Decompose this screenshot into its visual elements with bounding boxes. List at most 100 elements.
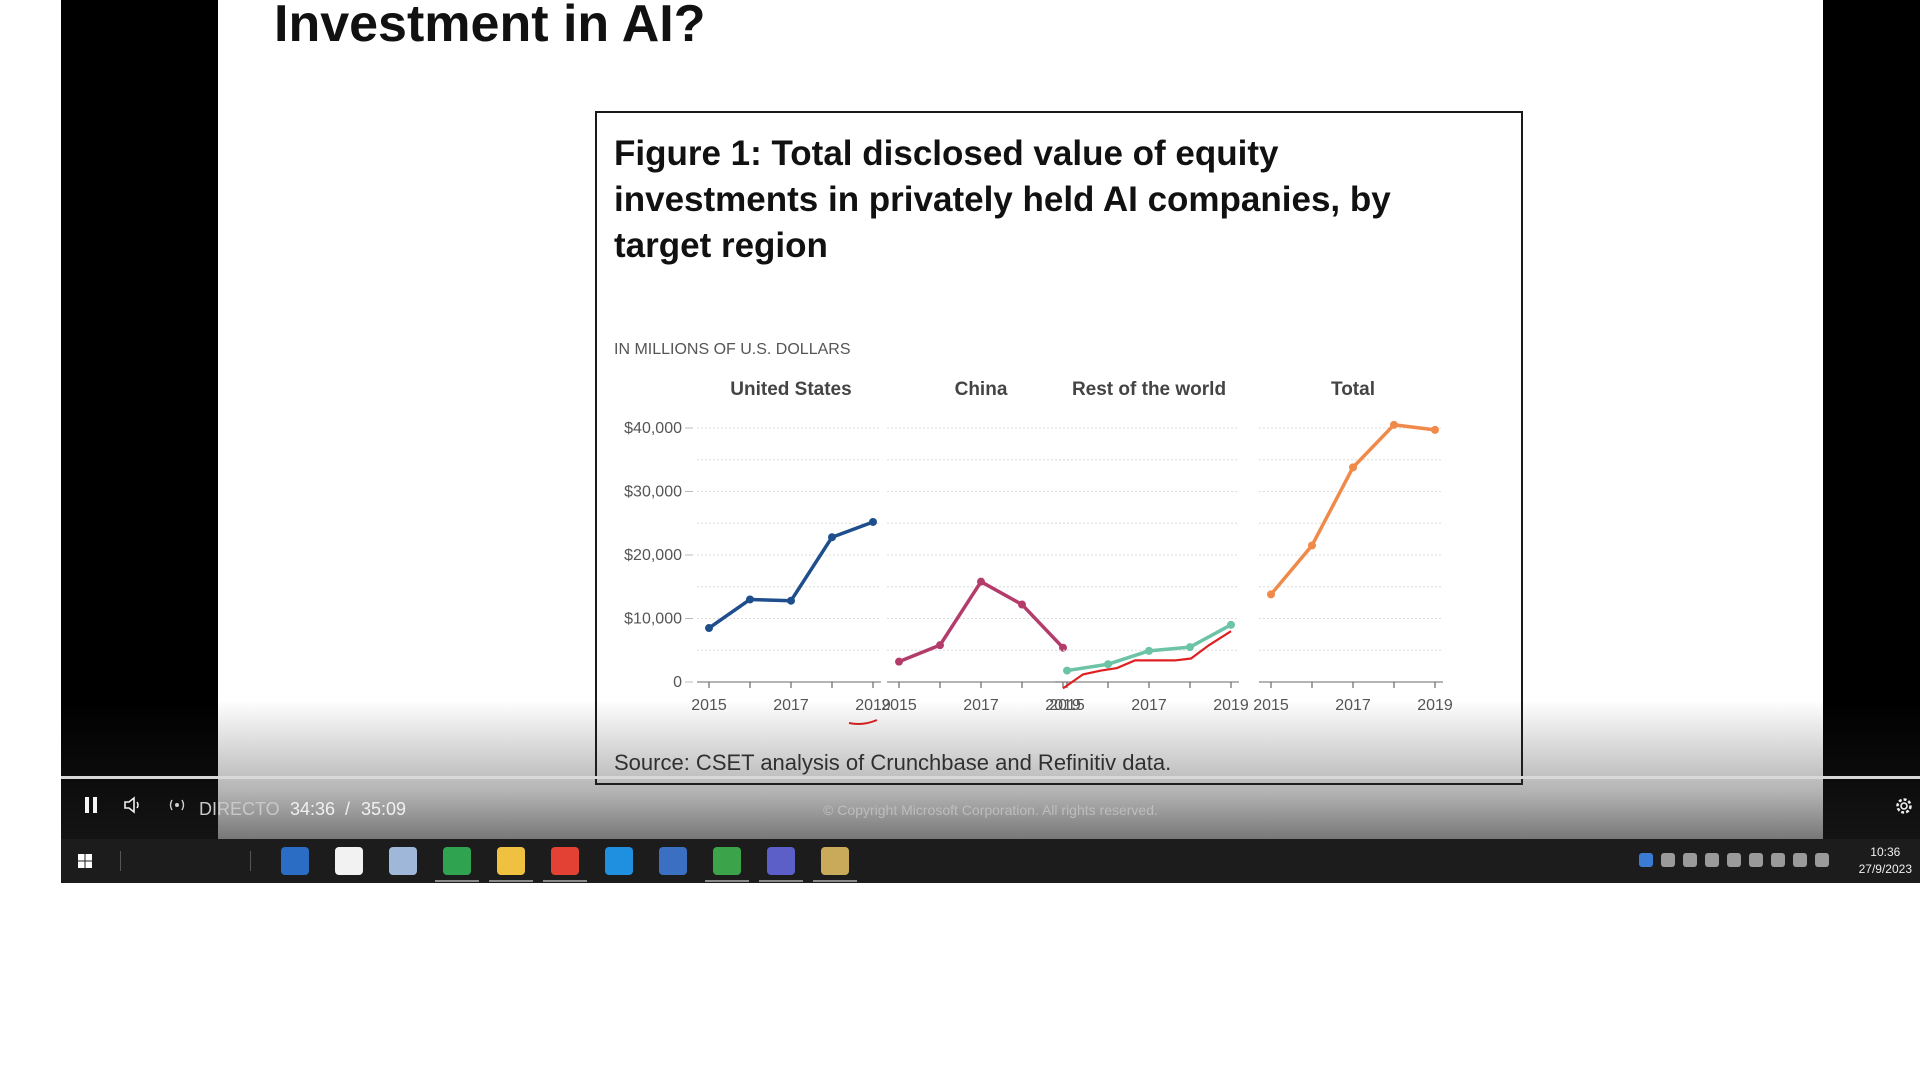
broadcast-icon xyxy=(169,799,185,811)
chart-subtitle: IN MILLIONS OF U.S. DOLLARS xyxy=(614,341,851,358)
speaker-icon[interactable] xyxy=(1683,853,1697,867)
chrome-icon[interactable] xyxy=(551,847,579,875)
x-tick-label: 2015 xyxy=(1049,697,1085,714)
teams-tray-icon[interactable] xyxy=(1749,853,1763,867)
running-indicator xyxy=(543,880,587,882)
data-point xyxy=(1059,643,1067,652)
data-point xyxy=(828,533,836,542)
y-tick-label: $10,000 xyxy=(624,611,682,628)
volume-icon xyxy=(124,796,139,814)
x-tick-label: 2015 xyxy=(691,697,727,714)
panel-title: Rest of the world xyxy=(1072,379,1226,400)
remote-desktop-icon[interactable] xyxy=(659,847,687,875)
data-point xyxy=(1145,646,1153,655)
data-point xyxy=(1431,425,1439,434)
figure-title: Figure 1: Total disclosed value of equit… xyxy=(614,134,1391,265)
current-time: 34:36 xyxy=(290,799,336,819)
series-line-total xyxy=(1269,423,1436,596)
shield-icon[interactable] xyxy=(1793,853,1807,867)
data-point xyxy=(1104,660,1112,669)
figure-source: Source: CSET analysis of Crunchbase and … xyxy=(614,750,1172,775)
editor-icon[interactable] xyxy=(713,847,741,875)
windows-icon xyxy=(78,854,92,868)
file-explorer-icon[interactable] xyxy=(497,847,525,875)
vscode-icon[interactable] xyxy=(605,847,633,875)
running-indicator xyxy=(705,880,749,882)
y-tick-label: $40,000 xyxy=(624,420,682,437)
data-point xyxy=(746,595,754,604)
panel-title: Total xyxy=(1331,379,1375,400)
pause-button[interactable] xyxy=(83,796,101,816)
bluetooth-icon[interactable] xyxy=(1639,853,1653,867)
copyright-notice: © Copyright Microsoft Corporation. All r… xyxy=(823,802,1158,818)
lock-icon[interactable] xyxy=(1771,853,1785,867)
running-indicator xyxy=(813,880,857,882)
taskbar-divider xyxy=(250,851,251,871)
duration: 35:09 xyxy=(361,799,407,819)
store-icon[interactable] xyxy=(335,847,363,875)
taskbar-divider xyxy=(120,851,121,871)
live-label: DIRECTO xyxy=(199,799,280,819)
figure-chart: IN MILLIONS OF U.S. DOLLARS $40,000 $30,00… xyxy=(614,341,1453,725)
running-indicator xyxy=(489,880,533,882)
edge-icon[interactable] xyxy=(443,847,471,875)
player-controls: DIRECTO 34:36 / 35:09 xyxy=(61,776,1920,838)
data-point xyxy=(895,657,903,666)
x-tick-label: 2019 xyxy=(1417,697,1453,714)
virtualbox-icon[interactable] xyxy=(389,847,417,875)
data-point xyxy=(1063,666,1071,675)
data-point xyxy=(1390,420,1398,429)
terminal-icon[interactable] xyxy=(281,847,309,875)
running-indicator xyxy=(435,880,479,882)
data-point xyxy=(936,641,944,650)
x-tick-label: 2017 xyxy=(1131,697,1167,714)
series-line-china xyxy=(898,579,1065,664)
data-point xyxy=(1267,590,1275,599)
time-separator: / xyxy=(345,799,351,819)
running-indicator xyxy=(759,880,803,882)
live-indicator xyxy=(166,796,188,819)
data-point xyxy=(705,624,713,633)
slide: Investment in AI? Figure 1: Total disclo… xyxy=(218,0,1823,839)
pause-icon xyxy=(85,797,97,813)
x-tick-label: 2015 xyxy=(1253,697,1289,714)
pen-underline xyxy=(848,719,878,725)
progress-bar[interactable] xyxy=(61,776,1920,779)
presentation-player: Investment in AI? Figure 1: Total disclo… xyxy=(61,0,1920,883)
data-point xyxy=(1349,463,1357,472)
slide-title: Investment in AI? xyxy=(274,0,706,53)
wifi-icon[interactable] xyxy=(1661,853,1675,867)
tool-icon[interactable] xyxy=(821,847,849,875)
clock-time: 10:36 xyxy=(1870,845,1901,859)
start-button[interactable] xyxy=(78,854,92,873)
gear-icon xyxy=(1896,798,1912,814)
display-icon[interactable] xyxy=(1727,853,1741,867)
teams-icon[interactable] xyxy=(767,847,795,875)
pen-annotation-line xyxy=(1062,630,1232,690)
y-tick-label: 0 xyxy=(673,674,682,691)
x-tick-label: 2017 xyxy=(963,697,999,714)
sync-icon[interactable] xyxy=(1705,853,1719,867)
x-tick-label: 2017 xyxy=(773,697,809,714)
taskbar: 10:36 27/9/2023 xyxy=(61,839,1920,883)
clock[interactable]: 10:36 27/9/2023 xyxy=(1859,844,1912,878)
x-tick-label: 2015 xyxy=(881,697,917,714)
data-point xyxy=(1186,643,1194,652)
clock-date: 27/9/2023 xyxy=(1858,862,1912,876)
panel-title: China xyxy=(955,379,1008,400)
series-line-united-states xyxy=(707,520,874,630)
y-tick-label: $30,000 xyxy=(624,484,682,501)
x-tick-label: 2017 xyxy=(1335,697,1371,714)
data-point xyxy=(1308,541,1316,550)
figure-frame: Figure 1: Total disclosed value of equit… xyxy=(595,111,1523,785)
settings-button[interactable] xyxy=(1893,795,1915,822)
battery-icon[interactable] xyxy=(1815,853,1829,867)
data-point xyxy=(1018,600,1026,609)
data-point xyxy=(1227,620,1235,629)
volume-button[interactable] xyxy=(123,796,143,819)
x-tick-label: 2019 xyxy=(1213,697,1249,714)
data-point xyxy=(977,577,985,586)
y-tick-label: $20,000 xyxy=(624,547,682,564)
data-point xyxy=(787,596,795,605)
data-point xyxy=(869,517,877,526)
